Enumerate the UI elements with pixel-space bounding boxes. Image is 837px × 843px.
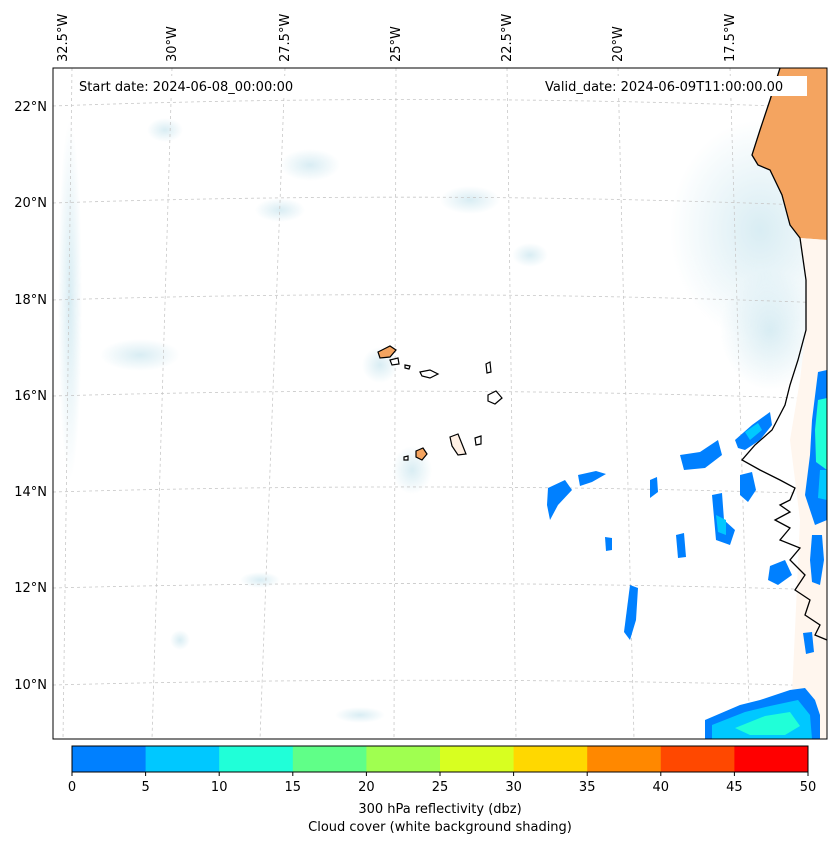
lon-label-22-5: 22.5°W — [500, 14, 515, 62]
map-frame — [52, 67, 828, 740]
lon-label-17-5: 17.5°W — [723, 14, 738, 62]
cell-e2 — [547, 480, 572, 520]
island-santiago — [449, 433, 467, 456]
start-date-label: Start date: 2024-06-08_00:00:00 — [79, 80, 293, 95]
colorbar-swatch — [366, 746, 441, 772]
island-sal — [485, 361, 492, 374]
island-brava — [403, 455, 409, 461]
lat-label-20: 20°N — [14, 196, 47, 211]
cell-mid-east-core — [745, 423, 762, 440]
grid-lon-22-5 — [506, 68, 517, 739]
colorbar-label-1: 300 hPa reflectivity (dbz) — [358, 802, 521, 817]
colorbar-tick-label: 25 — [432, 780, 449, 795]
cell-east-strip-core — [815, 398, 827, 470]
colorbar-tick-label: 20 — [358, 780, 375, 795]
island-santo-antao — [377, 345, 397, 359]
island-fogo — [415, 447, 428, 461]
cell-e11 — [624, 585, 638, 640]
cell-e9 — [768, 560, 792, 585]
colorbar-tick-label: 40 — [653, 780, 670, 795]
lon-label-27-5: 27.5°W — [278, 14, 293, 62]
map-panel: Start date: 2024-06-08_00:00:00 Valid_da… — [14, 14, 828, 740]
grid-lat-22 — [53, 99, 827, 109]
colorbar-swatch — [587, 746, 662, 772]
lon-label-20: 20°W — [611, 26, 626, 62]
colorbar-swatch — [734, 746, 809, 772]
cell-e7 — [676, 533, 686, 558]
island-sao-vicente — [389, 357, 400, 366]
mainland-coastline — [740, 68, 827, 641]
island-maio — [474, 435, 482, 446]
island-sao-nicolau — [419, 369, 440, 379]
cell-e8 — [605, 537, 612, 551]
lat-label-10: 10°N — [14, 678, 47, 693]
lat-label-18: 18°N — [14, 293, 47, 308]
colorbar-tick-label: 30 — [505, 780, 522, 795]
island-santa-luzia — [404, 364, 411, 370]
lon-label-25: 25°W — [389, 26, 404, 62]
grid-lon-27-5 — [259, 68, 286, 739]
colorbar-label-2: Cloud cover (white background shading) — [308, 820, 572, 835]
colorbar-swatch — [145, 746, 220, 772]
cell-east-strip-mid — [818, 470, 827, 500]
grid-lat-20 — [53, 196, 827, 207]
colorbar-swatch — [513, 746, 588, 772]
reflectivity-cells — [547, 370, 827, 739]
colorbar-tick-label: 45 — [726, 780, 743, 795]
colorbar-swatch — [292, 746, 367, 772]
colorbar-swatch — [72, 746, 147, 772]
mainland-land — [752, 68, 827, 240]
cape-verde-islands — [377, 345, 503, 461]
colorbar-swatch — [440, 746, 515, 772]
lat-label-22: 22°N — [14, 100, 47, 115]
colorbar-tick-label: 0 — [68, 780, 76, 795]
grid-lon-30 — [151, 68, 173, 739]
lon-label-32-5: 32.5°W — [56, 14, 71, 62]
valid-label-box — [540, 76, 807, 96]
colorbar-swatch — [219, 746, 294, 772]
grid-lat-10 — [53, 679, 827, 687]
latitude-labels: 22°N 20°N 18°N 16°N 14°N 12°N 10°N — [14, 100, 47, 693]
island-boa-vista — [487, 390, 503, 405]
valid-date-label: Valid_date: 2024-06-09T11:00:00.00 — [545, 80, 783, 95]
grid-lat-18 — [53, 294, 827, 304]
colorbar: 0 5 10 15 20 25 30 35 40 45 50 300 hPa reflectivit… — [68, 745, 816, 835]
colorbar-tick-label: 50 — [800, 780, 817, 795]
cell-e12 — [803, 632, 814, 654]
start-label-box — [73, 76, 316, 96]
grid-lon-25 — [393, 68, 397, 739]
colorbar-swatch — [660, 746, 735, 772]
colorbar-ticks: 0 5 10 15 20 25 30 35 40 45 50 — [68, 772, 816, 795]
colorbar-tick-label: 35 — [579, 780, 596, 795]
cell-e3 — [578, 471, 606, 486]
grid-lon-32-5 — [62, 68, 73, 739]
longitude-labels: 32.5°W 30°W 27.5°W 25°W 22.5°W 20°W 17.5… — [56, 14, 738, 62]
grid-lat-16 — [53, 390, 827, 400]
cell-south-core — [735, 712, 800, 735]
colorbar-tick-label: 5 — [141, 780, 149, 795]
grid-lat-14 — [53, 486, 827, 495]
cell-e1 — [680, 440, 722, 470]
colorbar-tick-label: 10 — [211, 780, 228, 795]
lat-label-12: 12°N — [14, 581, 47, 596]
cell-e6-core — [716, 515, 726, 535]
grid-lat-12 — [53, 583, 827, 591]
lat-label-16: 16°N — [14, 389, 47, 404]
colorbar-swatches — [72, 746, 809, 772]
lon-label-30: 30°W — [165, 26, 180, 62]
cell-e4 — [650, 477, 658, 498]
grid-lon-17-5 — [729, 68, 751, 739]
lat-label-14: 14°N — [14, 485, 47, 500]
cell-e10 — [810, 535, 824, 585]
colorbar-tick-label: 15 — [285, 780, 302, 795]
cell-e5 — [740, 472, 756, 502]
